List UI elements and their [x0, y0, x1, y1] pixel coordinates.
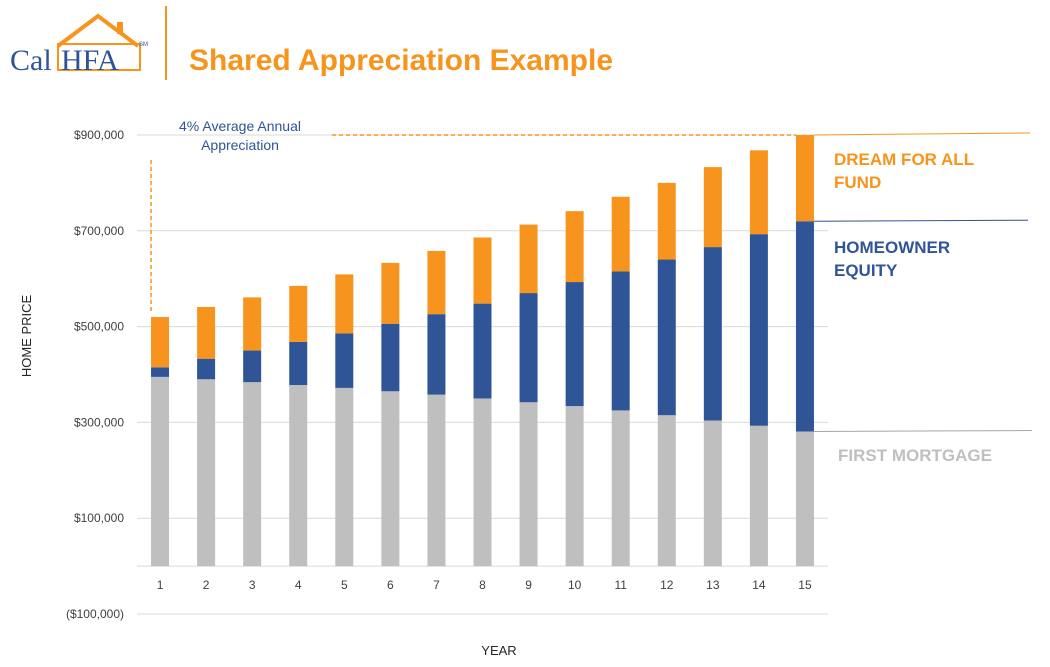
- bar-segment-first-mortgage: [519, 402, 538, 567]
- logo-hfa-text: HFA: [61, 44, 119, 77]
- y-tick-label: $100,000: [74, 511, 124, 525]
- bar-segment-dream-fund: [703, 167, 722, 248]
- bar-segment-homeowner-equity: [473, 303, 492, 399]
- x-tick-label: 5: [341, 578, 348, 592]
- bar-segment-dream-fund: [243, 297, 262, 351]
- bar-segment-dream-fund: [381, 262, 400, 324]
- legend-equity-text: HOMEOWNER EQUITY: [834, 238, 951, 280]
- logo-cal-text: Cal: [10, 44, 52, 77]
- fund-connector-line: [813, 132, 1031, 136]
- x-tick-label: 6: [387, 578, 394, 592]
- bar-segment-first-mortgage: [243, 382, 262, 567]
- y-tick-label: $700,000: [74, 224, 124, 238]
- bar-segment-dream-fund: [795, 135, 814, 222]
- bar-segment-first-mortgage: [289, 385, 308, 567]
- bar-segment-homeowner-equity: [611, 271, 630, 411]
- bar-segment-first-mortgage: [611, 410, 630, 567]
- legend-equity-label: HOMEOWNER EQUITY: [834, 236, 984, 282]
- bar-segment-homeowner-equity: [657, 259, 676, 416]
- x-tick-label: 3: [249, 578, 256, 592]
- bar-segment-first-mortgage: [703, 420, 722, 567]
- bar-segment-first-mortgage: [381, 391, 400, 567]
- bar-segment-dream-fund: [657, 182, 676, 260]
- x-tick-label: 2: [203, 578, 210, 592]
- x-tick-label: 10: [568, 578, 582, 592]
- bar-segment-dream-fund: [151, 317, 170, 368]
- bar-segment-dream-fund: [427, 250, 446, 315]
- x-tick-label: 13: [706, 578, 720, 592]
- legend-mortgage-label: FIRST MORTGAGE: [838, 444, 992, 467]
- bar-segment-first-mortgage: [427, 394, 446, 567]
- bar-segment-homeowner-equity: [427, 314, 446, 395]
- bar-segment-first-mortgage: [565, 406, 584, 567]
- bar-segment-homeowner-equity: [703, 247, 722, 421]
- mortgage-connector-line: [813, 430, 1033, 433]
- x-tick-label: 12: [660, 578, 674, 592]
- appreciation-annotation: Appreciation: [201, 137, 279, 153]
- bar-segment-dream-fund: [335, 274, 354, 334]
- bar-segment-homeowner-equity: [795, 221, 814, 432]
- header-divider: [165, 6, 167, 80]
- appreciation-annotation: 4% Average Annual: [179, 118, 301, 134]
- bar-segment-homeowner-equity: [565, 282, 584, 407]
- bar-segment-homeowner-equity: [151, 367, 170, 377]
- bar-segment-homeowner-equity: [749, 234, 768, 426]
- bar-segment-homeowner-equity: [519, 293, 538, 403]
- bar-segment-dream-fund: [611, 196, 630, 272]
- x-axis-title: YEAR: [481, 643, 516, 658]
- legend-fund-text: DREAM FOR ALL FUND: [834, 150, 974, 192]
- x-tick-label: 14: [752, 578, 766, 592]
- x-tick-label: 4: [295, 578, 302, 592]
- x-tick-label: 15: [798, 578, 812, 592]
- bar-segment-first-mortgage: [657, 415, 676, 567]
- x-tick-label: 11: [614, 578, 627, 592]
- bar-segment-dream-fund: [565, 211, 584, 283]
- bar-segment-homeowner-equity: [197, 358, 216, 380]
- y-tick-label: ($100,000): [66, 607, 124, 621]
- header: Cal HFA SM Shared Appreciation Example: [0, 0, 1050, 100]
- logo-service-mark: SM: [139, 42, 148, 48]
- y-tick-label: $900,000: [74, 128, 124, 142]
- bar-segment-homeowner-equity: [289, 341, 308, 386]
- bar-segment-first-mortgage: [473, 398, 492, 567]
- equity-connector-line: [813, 219, 1029, 222]
- bar-segment-first-mortgage: [151, 376, 170, 567]
- x-tick-label: 1: [157, 578, 164, 592]
- bar-segment-dream-fund: [289, 285, 308, 342]
- bar-segment-first-mortgage: [335, 387, 354, 567]
- legend-fund-label: DREAM FOR ALL FUND: [834, 148, 994, 194]
- bar-segment-dream-fund: [519, 224, 538, 294]
- bar-segment-first-mortgage: [795, 431, 814, 567]
- bar-segment-dream-fund: [749, 150, 768, 235]
- bar-segment-first-mortgage: [749, 425, 768, 567]
- bar-segment-first-mortgage: [197, 379, 216, 567]
- legend-mortgage-text: FIRST MORTGAGE: [838, 446, 992, 465]
- y-axis-title: HOME PRICE: [19, 295, 34, 378]
- y-tick-label: $500,000: [74, 320, 124, 334]
- bar-segment-dream-fund: [197, 306, 216, 359]
- x-tick-label: 7: [433, 578, 440, 592]
- bar-segment-homeowner-equity: [335, 333, 354, 388]
- house-roof-icon: [56, 13, 141, 71]
- x-tick-label: 9: [525, 578, 532, 592]
- calhfa-logo: Cal HFA SM: [8, 10, 158, 80]
- x-tick-label: 8: [479, 578, 486, 592]
- page-title: Shared Appreciation Example: [189, 44, 614, 77]
- bar-segment-dream-fund: [473, 237, 492, 304]
- bar-segment-homeowner-equity: [243, 350, 262, 383]
- y-tick-label: $300,000: [74, 415, 124, 429]
- bar-segment-homeowner-equity: [381, 323, 400, 392]
